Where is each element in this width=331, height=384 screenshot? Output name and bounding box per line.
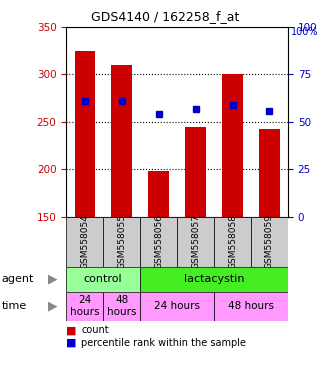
Text: lactacystin: lactacystin — [184, 274, 244, 285]
Bar — [185, 127, 206, 217]
Bar — [140, 292, 214, 321]
Bar — [222, 74, 243, 217]
Bar — [103, 292, 140, 321]
Text: GSM558055: GSM558055 — [117, 214, 126, 270]
Text: time: time — [2, 301, 27, 311]
Text: GSM558058: GSM558058 — [228, 214, 237, 270]
Text: percentile rank within the sample: percentile rank within the sample — [81, 338, 246, 348]
Bar — [259, 129, 280, 217]
Text: control: control — [84, 274, 122, 285]
Bar — [148, 171, 169, 217]
Text: 48 hours: 48 hours — [228, 301, 274, 311]
Text: GDS4140 / 162258_f_at: GDS4140 / 162258_f_at — [91, 10, 240, 23]
Text: 48
hours: 48 hours — [107, 295, 136, 317]
Text: 100%: 100% — [291, 27, 319, 37]
Bar — [214, 217, 251, 267]
Bar — [251, 217, 288, 267]
Text: 24
hours: 24 hours — [70, 295, 99, 317]
Bar — [177, 217, 214, 267]
Bar — [112, 65, 132, 217]
Text: agent: agent — [2, 274, 34, 285]
Bar — [103, 217, 140, 267]
Bar — [214, 292, 288, 321]
Text: ■: ■ — [66, 338, 77, 348]
Text: 24 hours: 24 hours — [154, 301, 200, 311]
Text: GSM558056: GSM558056 — [154, 214, 163, 270]
Text: ▶: ▶ — [48, 273, 58, 286]
Bar — [140, 267, 288, 292]
Text: ■: ■ — [66, 325, 77, 335]
Bar — [66, 267, 140, 292]
Text: GSM558059: GSM558059 — [265, 214, 274, 270]
Text: ▶: ▶ — [48, 300, 58, 313]
Bar — [74, 51, 95, 217]
Text: GSM558057: GSM558057 — [191, 214, 200, 270]
Bar — [66, 292, 103, 321]
Text: GSM558054: GSM558054 — [80, 215, 89, 269]
Text: count: count — [81, 325, 109, 335]
Bar — [140, 217, 177, 267]
Bar — [66, 217, 103, 267]
